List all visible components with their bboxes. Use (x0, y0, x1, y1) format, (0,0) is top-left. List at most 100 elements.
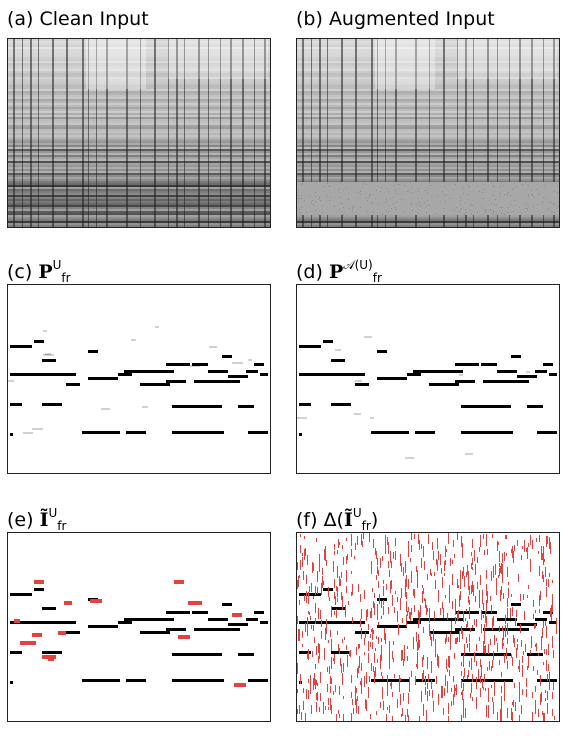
spectrogram-band (8, 169, 270, 171)
mask-noise (531, 190, 532, 191)
perturbation-noise (538, 551, 539, 554)
mask-noise (545, 198, 546, 199)
perturbation-noise (335, 596, 336, 605)
perturbation-noise (380, 655, 381, 666)
note-event (407, 373, 421, 376)
mask-noise (334, 206, 335, 207)
perturbation-noise (323, 581, 324, 585)
mask-noise (519, 207, 520, 208)
perturbation-noise (455, 688, 456, 691)
perturbation-noise (408, 541, 409, 550)
perturbation-noise (421, 544, 422, 549)
spectrogram-band (297, 101, 559, 103)
spectrogram-band (297, 97, 559, 99)
spectrogram-band (297, 163, 559, 165)
mask-noise (393, 203, 394, 204)
perturbation-noise (553, 650, 554, 658)
perturbation-noise (445, 595, 446, 598)
perturbation-noise (377, 659, 378, 663)
perturbation-noise (408, 607, 409, 612)
note-event (166, 363, 190, 366)
perturbation-noise (422, 673, 423, 682)
spectrogram-band (297, 115, 559, 117)
perturbation-noise (340, 579, 341, 586)
perturbation-noise (428, 534, 429, 544)
perturbation-noise (449, 585, 450, 593)
perturbation-noise (500, 709, 501, 721)
perturbation-noise (411, 545, 412, 552)
perturbation-noise (489, 661, 490, 670)
note-event (497, 370, 517, 373)
note-event (260, 621, 268, 624)
mask-noise (320, 200, 321, 201)
perturbation-noise (493, 651, 494, 660)
mask-noise (416, 204, 417, 205)
mask-noise (301, 195, 302, 196)
perturbation-noise (347, 554, 348, 560)
perturbation-noise (556, 624, 557, 634)
perturbation-noise (357, 536, 358, 545)
mask-noise (516, 186, 517, 187)
spectrogram-band (8, 175, 270, 177)
spectrogram-band (8, 145, 270, 147)
note-event (481, 363, 497, 366)
perturbation-noise (553, 682, 554, 690)
mask-noise (532, 195, 533, 196)
perturbation-noise (318, 643, 319, 653)
perturbation-noise (343, 663, 344, 672)
spectrogram-band (8, 219, 270, 221)
spectrogram-band (297, 65, 559, 67)
panel-c-posteriorgram: (c) PUfr (7, 250, 271, 476)
perturbation-noise (465, 710, 466, 718)
mask-noise (426, 206, 427, 207)
spectrogram-band (8, 153, 270, 155)
mask-noise (554, 191, 555, 192)
mask-noise (387, 201, 388, 202)
note-event (222, 603, 232, 606)
perturbation-noise (474, 652, 475, 662)
perturbation-noise (508, 582, 509, 585)
perturbation-noise (304, 595, 305, 601)
mask-noise (364, 182, 365, 183)
perturbation-noise (369, 676, 370, 682)
mask-noise (526, 204, 527, 205)
mask-noise (444, 186, 445, 187)
mask-noise (352, 206, 353, 207)
mask-noise (525, 182, 526, 183)
perturbation-noise (445, 560, 446, 565)
perturbation-noise (519, 715, 520, 721)
spectrogram-band (297, 129, 559, 131)
mask-noise (299, 209, 300, 210)
perturbation-noise (453, 694, 454, 705)
perturbation-noise (333, 568, 334, 572)
perturbation-noise (433, 701, 434, 712)
mask-noise (477, 212, 478, 213)
perturbation-noise (476, 644, 477, 651)
mask-noise (352, 208, 353, 209)
perturbation-noise (373, 666, 374, 672)
spectrogram-band (8, 165, 270, 167)
perturbation-noise (308, 592, 309, 604)
perturbation-noise (519, 665, 520, 672)
spectrogram-band (8, 187, 270, 189)
perturbation-noise (389, 570, 390, 577)
pianoroll-bg (8, 533, 270, 721)
perturbation-noise (468, 670, 469, 677)
perturbation-noise (488, 644, 489, 654)
perturbation-noise (368, 687, 369, 698)
perturbation-noise (316, 695, 317, 700)
perturbation-noise (423, 627, 424, 633)
perturbation-noise (432, 542, 433, 550)
mask-noise (534, 197, 535, 198)
perturbation-noise (500, 590, 501, 601)
perturbation-noise (480, 676, 481, 683)
pianoroll-e (7, 532, 271, 722)
mask-noise (437, 196, 438, 197)
perturbation-noise (546, 579, 547, 586)
mask-noise (300, 212, 301, 213)
pianoroll-bg (297, 285, 559, 473)
perturbation-noise (348, 601, 349, 605)
perturbation-noise (297, 663, 298, 674)
perturbation-noise (337, 587, 338, 597)
note-event (461, 405, 511, 408)
